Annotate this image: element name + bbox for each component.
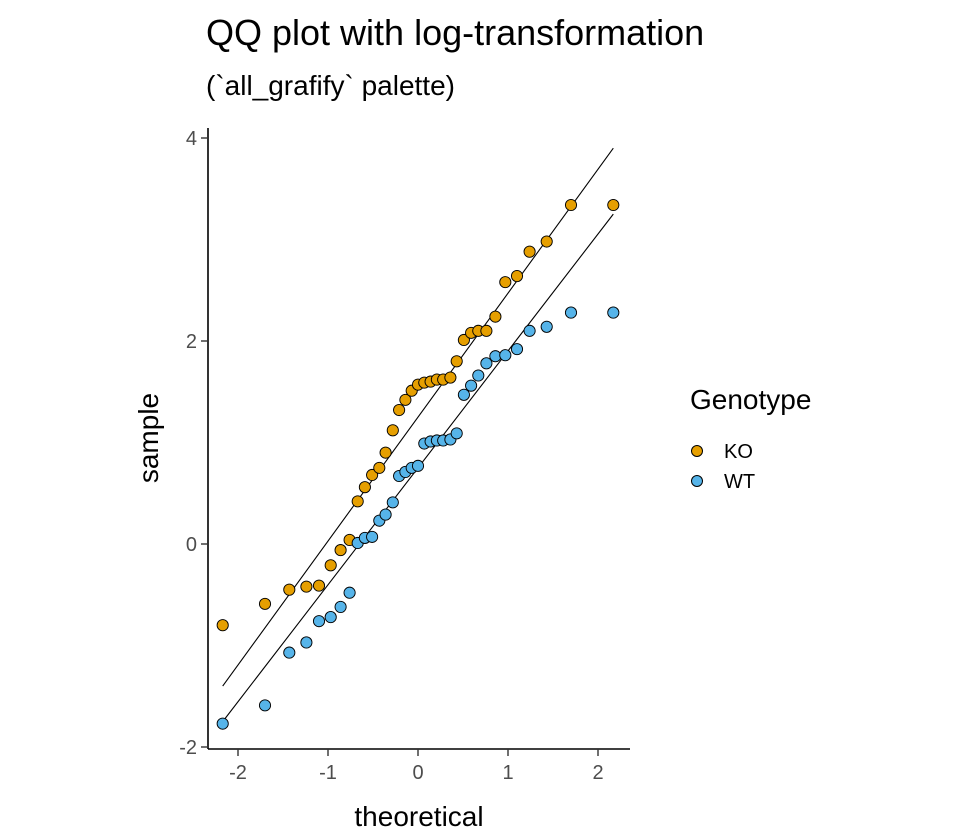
point-ko-3 [300,580,313,593]
point-wt-17 [411,459,425,472]
point-ko-31 [523,245,536,258]
legend: Genotype KO WT [690,384,811,493]
y-tick-label-2: 2 [186,331,197,353]
point-wt-31 [523,324,536,337]
legend-item-wt: WT [691,471,755,493]
point-ko-13 [386,424,399,437]
point-wt-7 [343,586,356,599]
data-points [216,198,620,730]
y-tick-label-1: 0 [186,534,197,556]
x-tick-label-3: 1 [502,762,513,784]
point-ko-29 [499,276,512,289]
point-wt-30 [510,343,524,356]
reference-lines [222,147,614,722]
y-axis-title: sample [133,393,164,483]
point-wt-33 [564,306,578,319]
point-ko-22 [444,371,457,384]
x-tick-label-0: -2 [229,762,247,784]
point-ko-34 [607,198,620,212]
point-wt-26 [472,369,485,382]
chart-subtitle: (`all_grafify` palette) [206,70,455,101]
x-tick-label-2: 0 [412,762,423,784]
point-wt-4 [312,615,326,628]
ticks: -2 -1 0 1 2 -2 0 2 4 [179,128,603,784]
point-wt-24 [457,388,470,401]
point-ko-8 [351,495,364,508]
point-ko-32 [540,235,553,248]
point-wt-25 [465,379,478,392]
point-wt-23 [450,427,463,440]
point-ko-10 [366,468,379,482]
point-wt-32 [540,320,553,333]
chart-title: QQ plot with log-transformation [206,12,705,53]
point-ko-28 [489,310,502,323]
legend-key-wt [691,475,703,487]
point-ko-11 [373,461,386,474]
legend-title: Genotype [690,384,811,415]
point-ko-2 [283,583,296,596]
point-wt-29 [499,349,512,362]
point-ko-30 [510,269,524,283]
x-tick-label-1: -1 [319,762,337,784]
point-ko-23 [450,355,463,368]
point-wt-6 [334,600,347,613]
point-ko-24 [457,333,470,347]
legend-item-ko: KO [691,441,753,463]
point-ko-4 [312,579,326,592]
point-wt-0 [216,717,229,730]
point-wt-12 [379,508,392,521]
axes [207,128,630,750]
point-ko-6 [334,544,347,557]
legend-key-ko [691,445,703,457]
point-wt-3 [300,636,313,649]
point-wt-28 [489,350,502,363]
point-ko-9 [358,481,371,494]
point-wt-34 [607,306,620,319]
point-ko-15 [399,393,412,406]
point-wt-1 [258,699,272,712]
legend-label-wt: WT [724,471,755,493]
point-wt-10 [366,530,379,543]
point-ko-27 [480,324,493,337]
point-ko-5 [324,559,337,572]
point-wt-27 [480,357,493,370]
point-ko-1 [258,597,272,610]
x-tick-label-4: 2 [592,762,603,784]
y-tick-label-3: 4 [186,128,197,150]
x-axis-title: theoretical [354,801,483,832]
point-ko-14 [393,403,406,417]
point-ko-0 [216,619,229,632]
point-wt-13 [386,496,399,509]
point-ko-12 [379,446,392,459]
point-wt-2 [283,646,296,659]
qq-line-ko [222,147,614,687]
legend-label-ko: KO [724,441,753,463]
point-wt-5 [324,611,337,624]
y-tick-label-0: -2 [179,737,197,759]
point-ko-33 [564,198,578,212]
